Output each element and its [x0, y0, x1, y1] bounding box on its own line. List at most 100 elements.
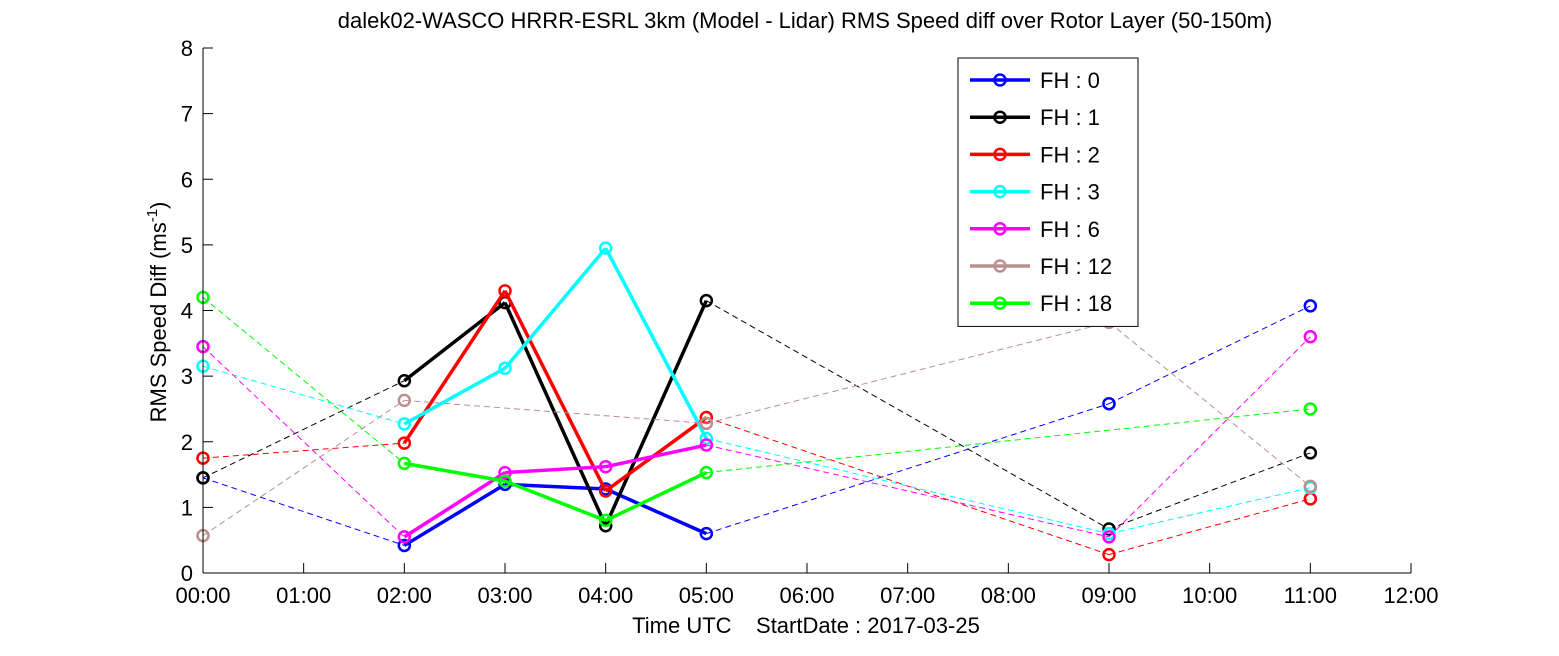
data-point: [1102, 530, 1116, 544]
x-tick-label: 08:00: [981, 583, 1036, 608]
series-line-segment: [403, 471, 506, 539]
legend-marker: [993, 222, 1007, 236]
series-dashed-segment: [404, 399, 707, 424]
series-dashed-segment: [202, 477, 405, 546]
x-tick-label: 09:00: [1081, 583, 1136, 608]
data-point: [397, 538, 412, 553]
data-point: [397, 530, 412, 544]
series-dashed-segment: [202, 346, 405, 538]
y-axis-label: RMS Speed Diff (ms-1): [144, 202, 171, 423]
x-tick-label: 12:00: [1383, 583, 1438, 608]
series-dashed-segment: [1108, 305, 1311, 405]
series-line-segment: [503, 247, 608, 370]
series-fh-2: [196, 284, 1318, 562]
legend-marker: [993, 296, 1007, 310]
series-dashed-segment: [706, 300, 1110, 530]
x-tick-label: 07:00: [880, 583, 935, 608]
series-dashed-segment: [202, 296, 405, 464]
data-point: [1303, 479, 1318, 494]
series-dashed-segment: [1108, 336, 1311, 538]
data-point: [598, 484, 613, 498]
legend-entry-label: FH : 3: [1040, 180, 1100, 205]
y-tick-label: 1: [181, 495, 193, 520]
y-tick-label: 2: [181, 430, 193, 455]
data-point: [699, 416, 714, 431]
y-axis-label-end: ): [146, 202, 171, 209]
y-tick-label: 4: [181, 299, 193, 324]
x-tick-label: 01:00: [276, 583, 331, 608]
axes-layer: 00:00 01:00 02:00 03:00 04:00 05:00 06:00 07:00…: [175, 36, 1438, 608]
data-point: [498, 361, 512, 375]
legend-marker: [993, 110, 1007, 124]
data-point: [699, 431, 714, 446]
series-line-segment: [504, 464, 606, 475]
series-fh-3: [196, 241, 1318, 541]
series-dashed-segment: [1108, 498, 1311, 556]
data-point: [498, 284, 512, 298]
x-tick-label: 04:00: [578, 583, 633, 608]
series-dashed-segment: [706, 408, 1311, 474]
data-point: [397, 373, 412, 388]
series-line-segment: [604, 487, 708, 536]
series-dashed-segment: [1108, 452, 1311, 530]
series-dashed-segment: [1108, 321, 1311, 487]
series-dashed-segment: [1108, 487, 1311, 535]
data-point: [397, 393, 412, 408]
data-point: [1303, 402, 1318, 416]
series-dashed-segment: [202, 365, 405, 425]
series-dashed-segment: [706, 444, 1110, 538]
data-point: [1303, 330, 1318, 344]
x-axis-label: Time UTC StartDate : 2017-03-25: [632, 613, 980, 638]
legend-entry-label: FH : 6: [1040, 217, 1100, 242]
data-point: [598, 459, 613, 474]
plot-background: [203, 48, 1411, 573]
legend: FH : 0 FH : 1 FH : 2 FH : 3 FH : 6 FH : 12 FH …: [957, 57, 1139, 327]
series-line-segment: [404, 461, 506, 483]
x-tick-label: 06:00: [779, 583, 834, 608]
series-line-segment: [403, 482, 506, 547]
data-point: [397, 417, 412, 431]
data-point: [699, 438, 714, 452]
data-point: [699, 293, 714, 308]
plot-area: [203, 48, 1411, 573]
data-point: [598, 513, 613, 528]
series-fh-1: [196, 293, 1318, 536]
x-tick-label: 02:00: [377, 583, 432, 608]
series-fh-18: [196, 290, 1318, 528]
legend-entry-label: FH : 12: [1040, 254, 1112, 279]
series-dashed-segment: [706, 416, 1110, 556]
series-dashed-segment: [202, 442, 405, 459]
data-point: [699, 465, 714, 480]
data-point: [397, 456, 412, 471]
series-line-segment: [604, 471, 708, 523]
data-point: [1303, 299, 1318, 313]
series-line-segment: [403, 366, 506, 426]
x-tick-label: 05:00: [679, 583, 734, 608]
y-tick-label: 7: [181, 102, 193, 127]
series-line-segment: [503, 301, 608, 527]
data-point: [1102, 522, 1116, 536]
y-tick-label: 6: [181, 167, 193, 192]
x-tick-label: 11:00: [1284, 583, 1337, 608]
y-tick-label: 5: [181, 233, 193, 258]
data-point: [598, 241, 613, 255]
y-tick-label: 0: [181, 561, 193, 586]
legend-marker: [993, 259, 1007, 273]
y-tick-label: 3: [181, 364, 193, 389]
series-fh-6: [196, 330, 1318, 544]
chart-title: dalek02-WASCO HRRR-ESRL 3km (Model - Lid…: [338, 8, 1273, 33]
legend-entry-label: FH : 2: [1040, 142, 1100, 167]
data-point: [397, 436, 412, 450]
series-dashed-segment: [706, 403, 1110, 535]
series-line-segment: [604, 247, 708, 440]
x-tick-label: 10:00: [1182, 583, 1237, 608]
data-point: [699, 526, 714, 541]
series-dashed-segment: [202, 380, 405, 479]
data-point: [498, 465, 512, 480]
data-point: [1102, 396, 1116, 411]
data-point: [498, 474, 512, 488]
x-tick-label: 03:00: [477, 583, 532, 608]
legend-marker: [993, 184, 1007, 199]
legend-marker: [993, 147, 1007, 162]
series-line-segment: [605, 443, 707, 469]
